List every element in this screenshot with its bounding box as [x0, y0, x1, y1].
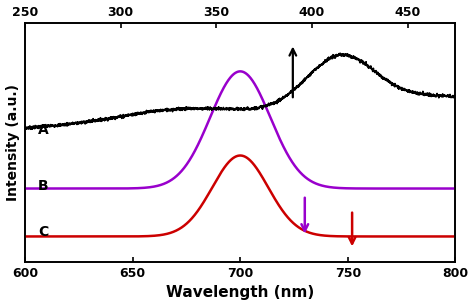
Text: A: A [38, 123, 49, 137]
Text: B: B [38, 179, 49, 193]
Y-axis label: Intensity (a.u.): Intensity (a.u.) [6, 84, 19, 201]
Text: C: C [38, 225, 48, 239]
X-axis label: Wavelength (nm): Wavelength (nm) [166, 285, 314, 300]
